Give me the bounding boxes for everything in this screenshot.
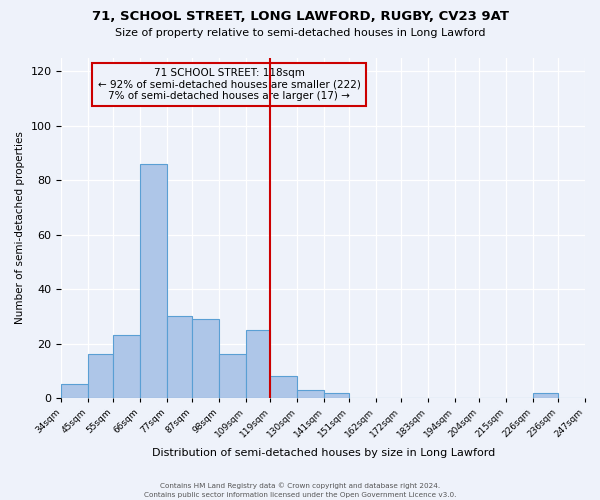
Bar (140, 164, 167, 398)
Bar (88, 354, 113, 398)
Y-axis label: Number of semi-detached properties: Number of semi-detached properties (15, 132, 25, 324)
Text: Contains public sector information licensed under the Open Government Licence v3: Contains public sector information licen… (144, 492, 456, 498)
Bar (61, 384, 88, 398)
Bar (113, 336, 140, 398)
Text: Contains HM Land Registry data © Crown copyright and database right 2024.: Contains HM Land Registry data © Crown c… (160, 482, 440, 489)
Bar (167, 316, 191, 398)
Bar (219, 354, 246, 398)
X-axis label: Distribution of semi-detached houses by size in Long Lawford: Distribution of semi-detached houses by … (152, 448, 495, 458)
Text: 71 SCHOOL STREET: 118sqm
← 92% of semi-detached houses are smaller (222)
7% of s: 71 SCHOOL STREET: 118sqm ← 92% of semi-d… (98, 68, 361, 101)
Bar (533, 392, 558, 398)
Bar (246, 330, 271, 398)
Bar (271, 376, 298, 398)
Bar (298, 390, 325, 398)
Bar (325, 392, 349, 398)
Text: 71, SCHOOL STREET, LONG LAWFORD, RUGBY, CV23 9AT: 71, SCHOOL STREET, LONG LAWFORD, RUGBY, … (91, 10, 509, 23)
Bar (191, 319, 219, 398)
Text: Size of property relative to semi-detached houses in Long Lawford: Size of property relative to semi-detach… (115, 28, 485, 38)
